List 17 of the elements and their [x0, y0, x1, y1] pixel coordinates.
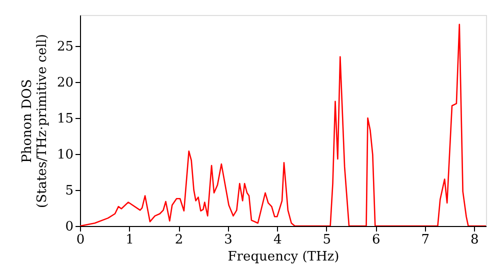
y-tick-label: 5: [65, 183, 74, 198]
x-tick-label: 2: [174, 232, 184, 248]
y-axis-title: Phonon DOS (States/THz·primitive cell): [20, 34, 50, 208]
y-tick-label: 10: [56, 147, 74, 162]
x-tick-label: 3: [224, 232, 232, 248]
y-tick-label: 25: [56, 39, 74, 54]
x-tick-label: 7: [421, 232, 430, 248]
x-tick-label: 4: [273, 232, 282, 248]
y-tick-label: 15: [56, 111, 74, 126]
x-tick-label: 8: [470, 232, 479, 248]
x-tick-label: 5: [322, 232, 331, 248]
x-axis-title: Frequency (THz): [228, 250, 340, 264]
x-tick-label: 1: [126, 232, 134, 248]
x-tick-label: 6: [372, 232, 380, 248]
y-tick-label: 20: [56, 75, 74, 90]
y-tick-label: 0: [65, 220, 74, 234]
x-tick-label: 0: [76, 232, 85, 248]
